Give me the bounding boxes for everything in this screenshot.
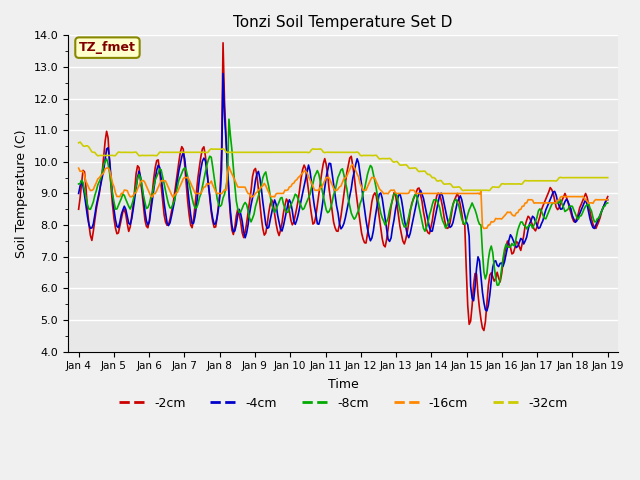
Title: Tonzi Soil Temperature Set D: Tonzi Soil Temperature Set D [234, 15, 453, 30]
Legend: -2cm, -4cm, -8cm, -16cm, -32cm: -2cm, -4cm, -8cm, -16cm, -32cm [114, 392, 572, 415]
Text: TZ_fmet: TZ_fmet [79, 41, 136, 54]
Y-axis label: Soil Temperature (C): Soil Temperature (C) [15, 129, 28, 258]
X-axis label: Time: Time [328, 378, 358, 391]
